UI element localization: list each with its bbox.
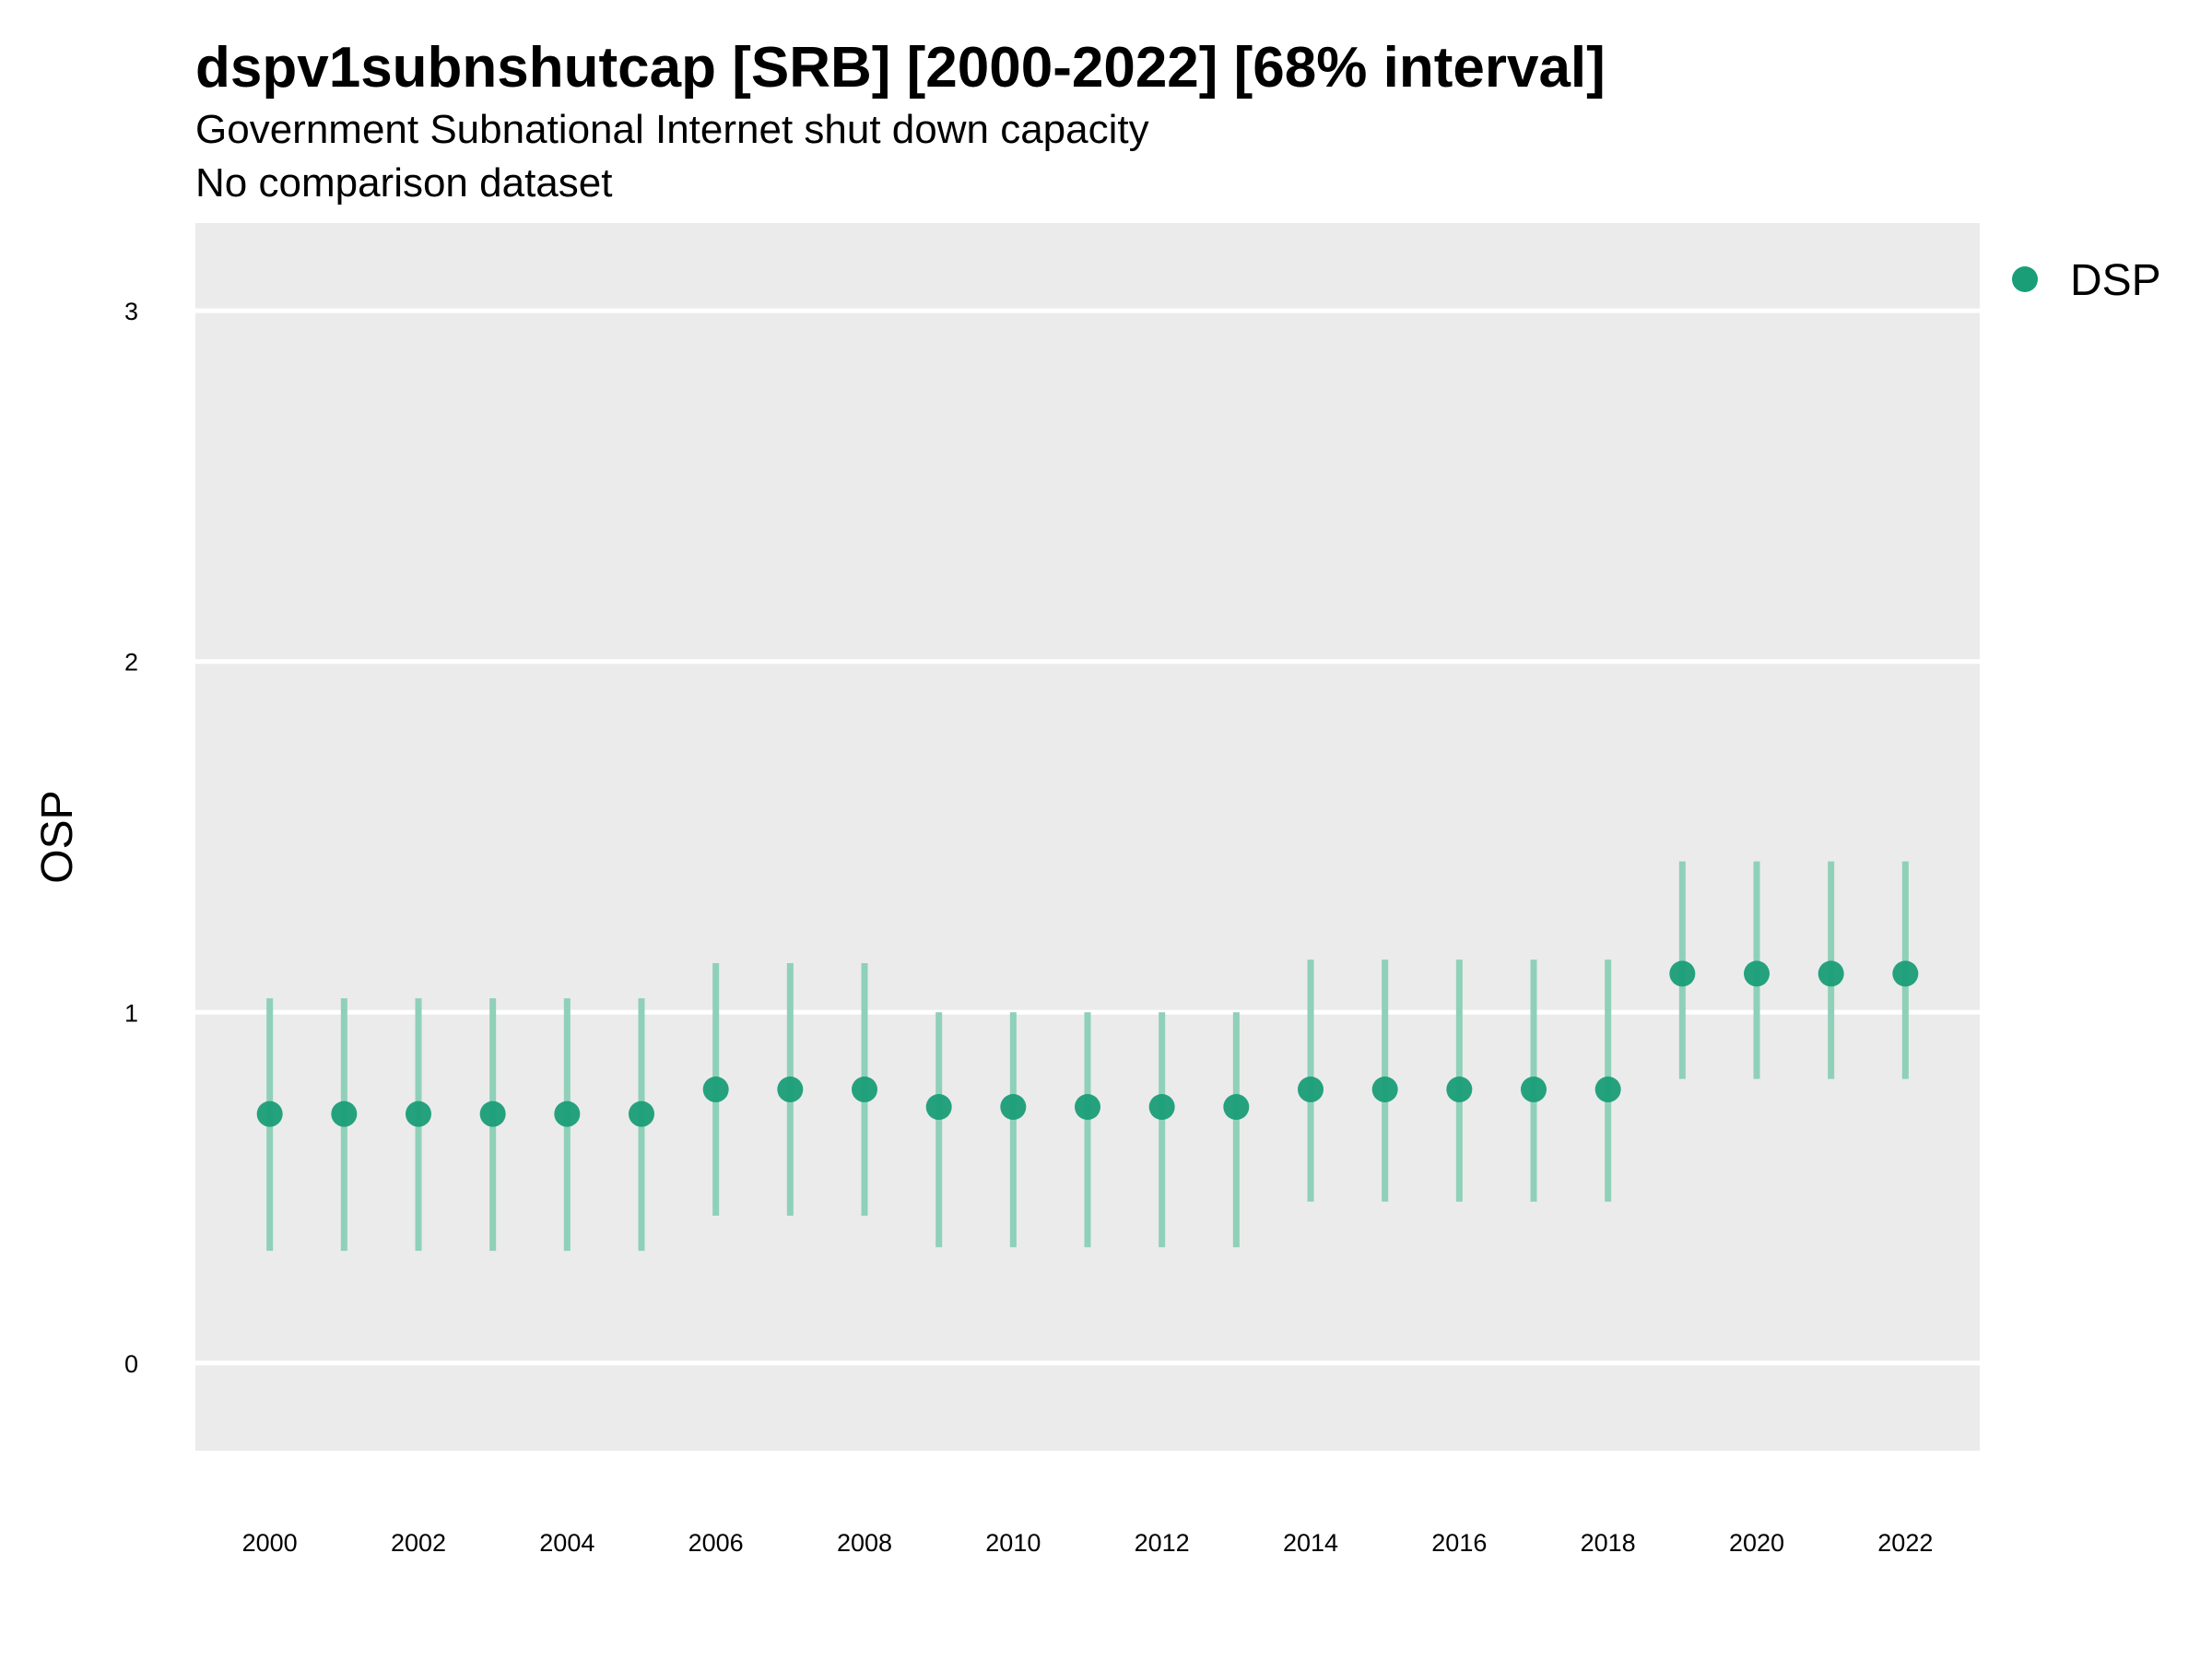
- x-tick-label-2018: 2018: [1581, 1529, 1636, 1557]
- data-point-2011: [1075, 1094, 1100, 1121]
- plot-panel: [195, 223, 1980, 1451]
- y-tick-label-2: 2: [124, 649, 138, 677]
- data-point-2021: [1818, 960, 1844, 987]
- x-tick-label-2010: 2010: [985, 1529, 1041, 1557]
- data-point-2017: [1521, 1077, 1547, 1103]
- y-tick-label-0: 0: [124, 1350, 138, 1378]
- data-point-2004: [554, 1100, 581, 1127]
- x-tick-label-2006: 2006: [688, 1529, 744, 1557]
- x-tick-labels: 2000 2002 2004 2006 2008 2010 2012 2014 2016 2018…: [242, 1529, 1934, 1557]
- data-point-2009: [925, 1094, 952, 1121]
- data-point-2012: [1148, 1094, 1175, 1121]
- y-tick-labels: 0 1 2 3: [124, 298, 138, 1378]
- legend-dsp-marker: [2012, 266, 2038, 292]
- data-point-2006: [702, 1077, 729, 1103]
- data-point-2013: [1223, 1094, 1250, 1121]
- x-tick-label-2008: 2008: [837, 1529, 892, 1557]
- x-tick-label-2014: 2014: [1283, 1529, 1338, 1557]
- data-point-2020: [1744, 960, 1770, 987]
- data-point-2015: [1371, 1077, 1398, 1103]
- data-point-2002: [406, 1100, 431, 1127]
- legend-dsp-label: DSP: [2070, 256, 2161, 305]
- y-tick-label-1: 1: [124, 999, 138, 1027]
- y-axis-label: OSP: [33, 790, 82, 883]
- chart-title: dspv1subnshutcap [SRB] [2000-2022] [68% …: [195, 36, 1606, 100]
- data-point-2014: [1298, 1077, 1324, 1103]
- data-point-2016: [1446, 1077, 1473, 1103]
- data-point-2018: [1594, 1077, 1621, 1103]
- data-point-2008: [852, 1077, 877, 1103]
- data-point-2003: [479, 1100, 506, 1127]
- data-point-2005: [629, 1100, 654, 1127]
- x-tick-label-2012: 2012: [1135, 1529, 1190, 1557]
- x-tick-label-2020: 2020: [1729, 1529, 1784, 1557]
- y-tick-label-3: 3: [124, 298, 138, 325]
- data-point-2019: [1669, 960, 1696, 987]
- chart-caption: No comparison dataset: [195, 160, 613, 206]
- legend: DSP: [2012, 256, 2161, 305]
- x-tick-label-2016: 2016: [1431, 1529, 1487, 1557]
- chart-subtitle: Government Subnational Internet shut dow…: [195, 107, 1149, 152]
- data-point-2000: [256, 1100, 283, 1127]
- data-points: [256, 960, 1919, 1127]
- x-tick-label-2022: 2022: [1877, 1529, 1933, 1557]
- x-tick-label-2004: 2004: [539, 1529, 594, 1557]
- data-point-2007: [777, 1077, 804, 1103]
- x-tick-label-2002: 2002: [391, 1529, 446, 1557]
- data-point-2022: [1892, 960, 1919, 987]
- data-point-2001: [331, 1100, 358, 1127]
- x-tick-label-2000: 2000: [242, 1529, 298, 1557]
- data-point-2010: [1000, 1094, 1027, 1121]
